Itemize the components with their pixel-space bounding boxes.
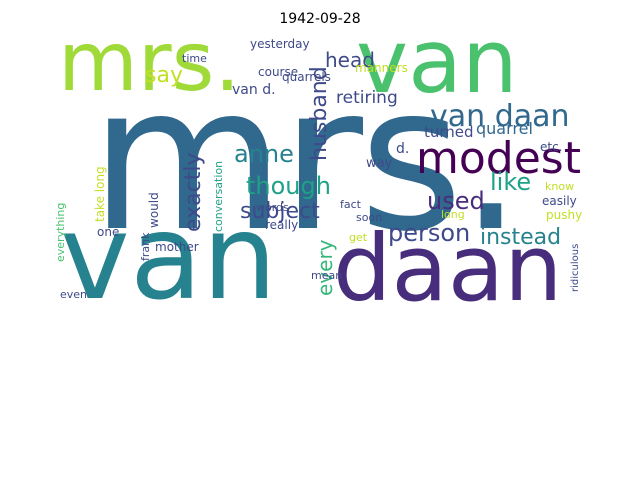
cloud-word-words: words bbox=[256, 201, 289, 214]
cloud-word-though: though bbox=[246, 172, 331, 200]
cloud-word-know: know bbox=[545, 180, 574, 193]
cloud-word-retiring: retiring bbox=[336, 88, 398, 108]
cloud-word-van-top: van bbox=[356, 10, 518, 113]
cloud-word-every: every bbox=[313, 239, 337, 296]
cloud-word-fact: fact bbox=[340, 198, 362, 211]
cloud-word-modest: modest bbox=[416, 133, 581, 184]
cloud-word-etc: etc. bbox=[540, 140, 563, 154]
cloud-word-instead: instead bbox=[480, 225, 561, 250]
cloud-word-quarrels: quarrels bbox=[282, 70, 331, 84]
cloud-word-get: get bbox=[349, 231, 368, 244]
cloud-word-mrs-large: mrs. bbox=[90, 43, 519, 276]
cloud-word-really: really bbox=[265, 218, 298, 232]
cloud-word-used: used bbox=[427, 187, 485, 215]
cloud-word-everything: everything bbox=[54, 203, 67, 262]
cloud-word-yesterday: yesterday bbox=[250, 37, 310, 51]
cloud-word-mrs-top: mrs. bbox=[58, 15, 240, 110]
cloud-word-quarrel: quarrel bbox=[476, 119, 533, 138]
cloud-word-subject: subject bbox=[240, 199, 320, 224]
cloud-word-way: way bbox=[366, 156, 393, 171]
cloud-word-soon: soon bbox=[356, 211, 382, 224]
cloud-word-head: head bbox=[325, 48, 375, 72]
figure-title: 1942-09-28 bbox=[279, 11, 361, 27]
cloud-word-even: even bbox=[60, 288, 87, 301]
cloud-word-mother: mother bbox=[155, 240, 199, 254]
cloud-word-time: time bbox=[182, 52, 207, 65]
cloud-word-easily: easily bbox=[542, 194, 577, 208]
cloud-word-d: d. bbox=[396, 141, 409, 157]
cloud-word-would: would bbox=[147, 192, 161, 228]
cloud-word-daan-large: daan bbox=[333, 215, 562, 322]
cloud-word-mean: mean bbox=[311, 269, 342, 282]
cloud-word-course: course bbox=[258, 65, 298, 79]
cloud-word-person: person bbox=[388, 219, 470, 247]
cloud-word-take-long: take long bbox=[93, 166, 107, 222]
cloud-word-van-d: van d. bbox=[232, 82, 276, 98]
cloud-word-long: long bbox=[441, 208, 465, 221]
cloud-word-like: like bbox=[490, 168, 531, 196]
cloud-word-van-daan: van daan bbox=[430, 99, 570, 134]
cloud-word-van-large: van bbox=[60, 188, 277, 326]
cloud-word-husband: husband bbox=[307, 66, 332, 161]
cloud-word-turned: turned bbox=[424, 123, 474, 141]
cloud-word-anne: anne bbox=[234, 140, 294, 168]
cloud-word-ridiculous: ridiculous bbox=[570, 244, 581, 292]
cloud-word-one: one bbox=[97, 225, 119, 239]
cloud-word-conversation: conversation bbox=[212, 161, 225, 232]
cloud-word-manners: manners bbox=[355, 61, 408, 75]
cloud-word-pushy: pushy bbox=[546, 208, 582, 222]
cloud-word-frank: frank bbox=[139, 232, 152, 261]
cloud-word-say: say bbox=[145, 63, 183, 88]
cloud-word-exactly: exactly bbox=[181, 152, 206, 232]
